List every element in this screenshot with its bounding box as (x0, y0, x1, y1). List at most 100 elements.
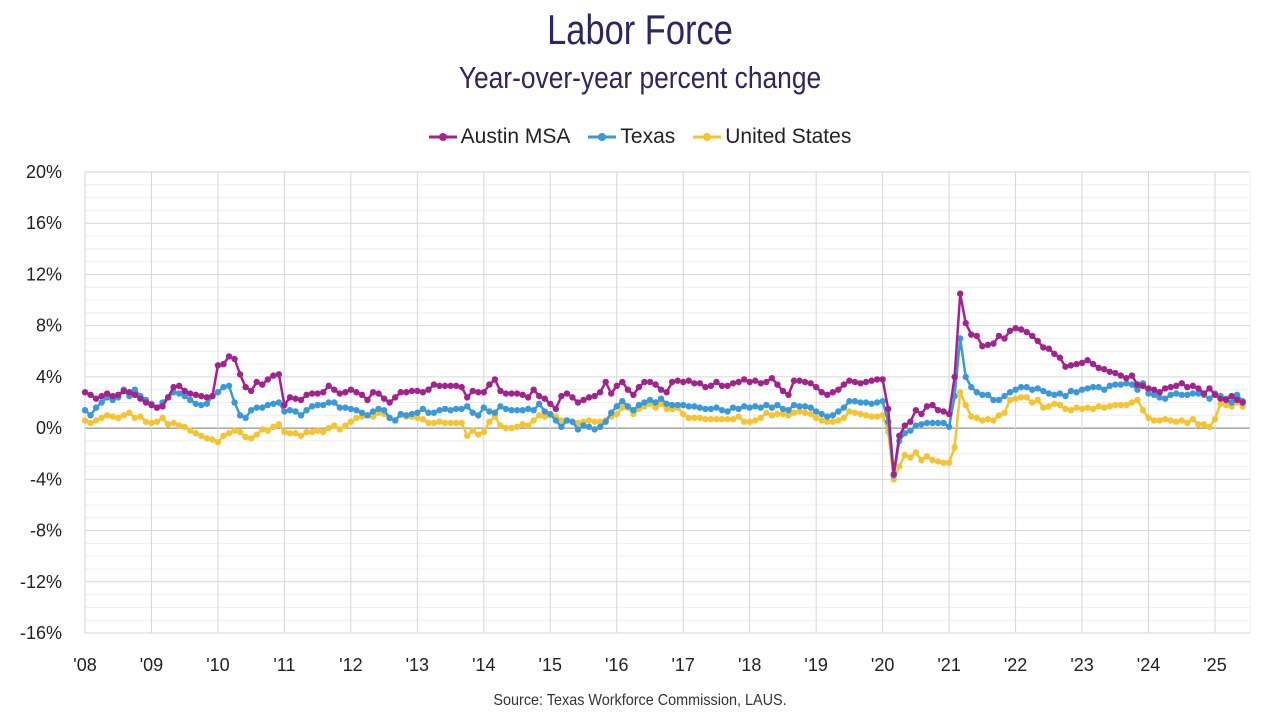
data-point (369, 413, 377, 420)
data-point (619, 404, 626, 411)
data-point (1073, 389, 1080, 396)
data-point (1095, 383, 1102, 391)
data-point (1145, 414, 1152, 422)
data-point (990, 417, 997, 424)
data-point (1056, 390, 1064, 397)
data-point (879, 376, 886, 383)
data-point (984, 391, 992, 399)
data-point (203, 435, 211, 442)
data-point (187, 396, 194, 404)
data-point (1106, 382, 1113, 390)
data-point (873, 413, 881, 420)
data-point (746, 418, 753, 425)
data-point (1028, 332, 1036, 340)
data-point (1178, 380, 1185, 387)
data-point (840, 381, 848, 388)
data-point (1200, 390, 1208, 397)
data-point (574, 419, 582, 427)
data-point (98, 399, 105, 406)
x-tick-label: '23 (1070, 655, 1093, 675)
data-point (846, 408, 853, 415)
data-point (115, 414, 122, 422)
data-point (430, 409, 438, 416)
data-point (1112, 401, 1119, 409)
data-point (1106, 403, 1113, 410)
data-point (297, 396, 305, 404)
data-point (995, 332, 1003, 340)
data-point (779, 387, 787, 395)
data-point (109, 413, 116, 420)
data-point (901, 422, 908, 429)
data-point (1184, 383, 1191, 391)
legend-item-texas: Texas (588, 125, 675, 149)
data-point (380, 395, 388, 402)
data-point (596, 389, 604, 396)
data-point (425, 386, 432, 393)
data-point (635, 383, 643, 391)
data-point (968, 383, 975, 391)
data-point (1217, 400, 1224, 407)
data-point (1056, 401, 1064, 409)
data-point (1150, 386, 1158, 393)
data-point (447, 382, 454, 390)
data-point (796, 403, 803, 410)
data-point (1173, 390, 1180, 397)
data-point (934, 406, 942, 414)
data-point (1084, 385, 1091, 392)
data-point (541, 408, 548, 415)
data-point (1067, 387, 1075, 395)
data-point (375, 405, 382, 413)
data-point (142, 418, 150, 425)
data-point (159, 403, 166, 410)
data-point (1195, 390, 1202, 397)
data-point (829, 418, 836, 425)
data-point (364, 412, 371, 419)
data-point (98, 414, 105, 422)
data-point (580, 396, 587, 404)
data-point (663, 405, 670, 413)
data-point (763, 378, 770, 386)
data-point (729, 415, 737, 423)
data-point (1006, 389, 1014, 396)
data-point (746, 378, 753, 386)
data-point (851, 378, 859, 386)
data-point (253, 431, 260, 438)
data-point (591, 426, 598, 433)
data-point (1134, 386, 1141, 393)
data-point (591, 418, 598, 425)
data-point (768, 404, 776, 411)
data-point (519, 406, 526, 414)
data-point (962, 373, 969, 381)
x-tick-label: '16 (605, 655, 628, 675)
data-point (242, 433, 249, 441)
data-point (120, 387, 127, 395)
data-point (585, 423, 593, 431)
data-point (663, 389, 670, 396)
data-point (680, 378, 687, 386)
data-point (342, 389, 349, 396)
data-point (1028, 399, 1036, 406)
data-point (109, 392, 116, 400)
data-point (718, 415, 726, 423)
data-point (552, 417, 560, 424)
data-point (630, 391, 637, 399)
data-point (270, 423, 277, 431)
data-point (524, 405, 532, 413)
data-point (536, 392, 543, 400)
data-point (1156, 389, 1163, 396)
data-point (1178, 417, 1185, 424)
data-point (469, 409, 476, 416)
legend-marker-us (693, 133, 722, 141)
data-point (796, 408, 803, 415)
data-point (281, 428, 288, 436)
data-point (1145, 385, 1152, 392)
data-point (126, 389, 133, 396)
data-point (281, 408, 288, 415)
data-point (220, 383, 227, 391)
data-point (486, 381, 493, 388)
data-point (652, 381, 659, 388)
data-point (1233, 396, 1241, 404)
data-point (613, 403, 620, 410)
data-point (458, 419, 465, 427)
data-point (469, 387, 476, 395)
